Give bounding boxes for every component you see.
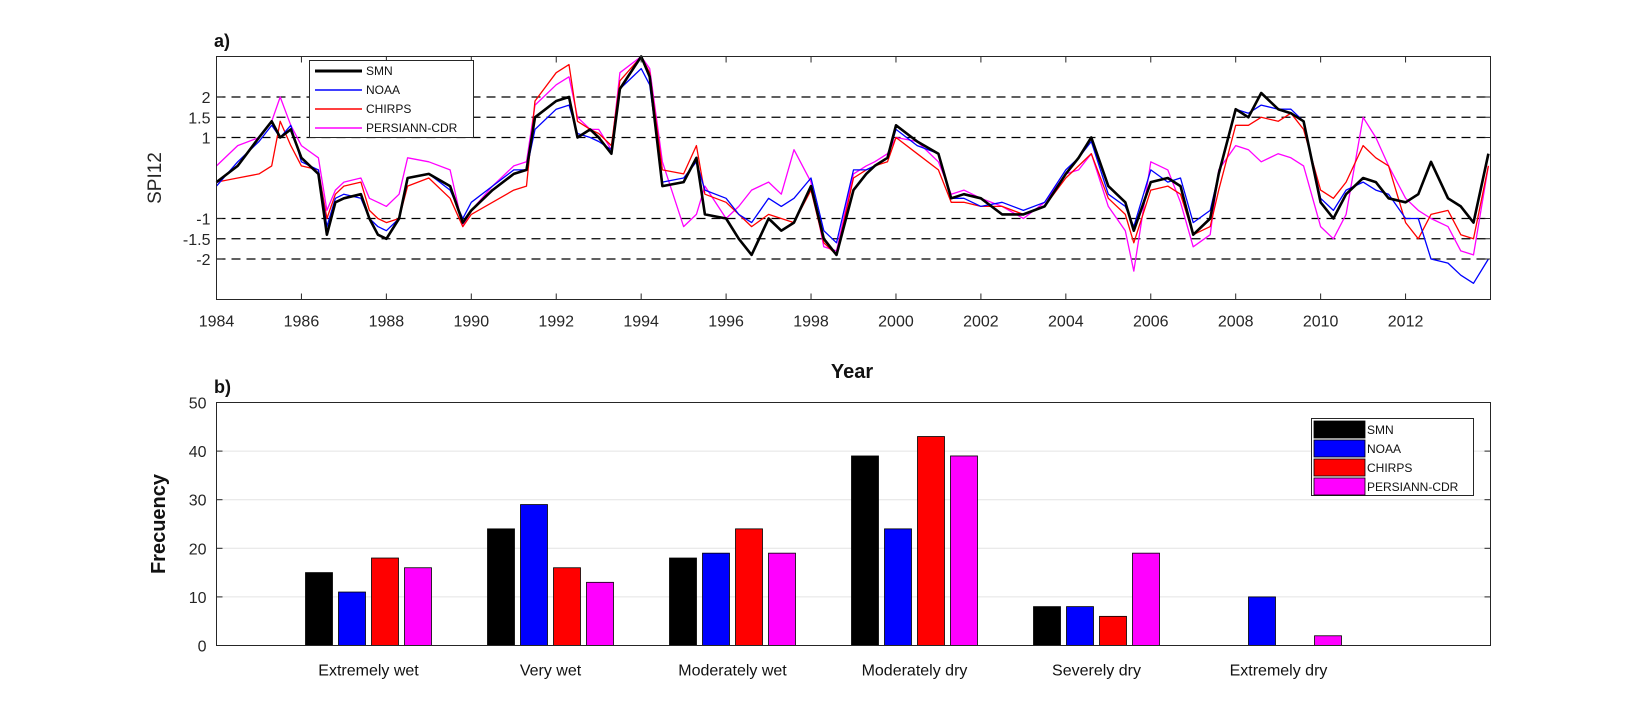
b-y-tick-label-40: 40 bbox=[189, 444, 207, 461]
bar-very-wet-smn bbox=[487, 528, 515, 646]
x-tick-label-1984: 1984 bbox=[199, 314, 235, 331]
legend-b-swatch-chirps bbox=[1313, 458, 1366, 477]
bar-moderately-wet-smn bbox=[669, 557, 697, 646]
x-tick-label-1990: 1990 bbox=[454, 314, 490, 331]
y-tick-label-1-5: 1.5 bbox=[188, 110, 210, 127]
legend-a-label-persiann: PERSIANN-CDR bbox=[366, 121, 458, 135]
bar-moderately-wet-chirps bbox=[735, 528, 763, 646]
panel-b-legend: SMN NOAA CHIRPS PERSIANN-CDR bbox=[1311, 418, 1474, 496]
x-tick-label-2008: 2008 bbox=[1218, 314, 1254, 331]
x-tick-label-2000: 2000 bbox=[878, 314, 914, 331]
legend-b-label-persiann: PERSIANN-CDR bbox=[1367, 480, 1459, 494]
bar-moderately-dry-smn bbox=[851, 455, 879, 646]
panel-a-y-ticks: 2 1.5 1 -1 -1.5 -2 bbox=[183, 90, 1491, 269]
panel-a-x-axis-label: Year bbox=[831, 361, 873, 383]
x-tick-label-2002: 2002 bbox=[963, 314, 999, 331]
bar-severely-dry-noaa bbox=[1066, 606, 1094, 646]
panel-b-category-labels: Extremely wet Very wet Moderately wet Moder… bbox=[318, 663, 1327, 680]
bar-extremely-dry-persiann-cdr bbox=[1314, 635, 1342, 646]
bar-severely-dry-persiann-cdr bbox=[1132, 552, 1160, 646]
bar-moderately-dry-noaa bbox=[884, 528, 912, 646]
bar-extremely-wet-noaa bbox=[338, 591, 366, 646]
x-tick-label-2006: 2006 bbox=[1133, 314, 1169, 331]
legend-a-label-chirps: CHIRPS bbox=[366, 102, 411, 116]
bar-extremely-dry-noaa bbox=[1248, 596, 1276, 646]
x-tick-label-1988: 1988 bbox=[369, 314, 405, 331]
bar-very-wet-noaa bbox=[520, 504, 548, 646]
bar-severely-dry-chirps bbox=[1099, 615, 1127, 646]
x-tick-label-1986: 1986 bbox=[284, 314, 320, 331]
x-tick-label-2010: 2010 bbox=[1303, 314, 1339, 331]
panel-a-legend-box bbox=[309, 60, 474, 138]
panel-b-y-axis-label: Frecuency bbox=[148, 473, 170, 574]
bar-moderately-dry-chirps bbox=[917, 436, 945, 646]
panel-a-x-ticks: 1984 1986 1988 1990 1992 1994 1996 1998 2000 2002… bbox=[199, 56, 1424, 331]
x-tick-label-1994: 1994 bbox=[623, 314, 659, 331]
panel-a-line-chart: a) 1984 1986 1988 1990 1992 1994 1996 1998 2000 2… bbox=[145, 31, 1491, 383]
y-tick-label-2: 2 bbox=[202, 90, 211, 107]
x-tick-label-1998: 1998 bbox=[793, 314, 829, 331]
panel-b-y-ticks: 0 10 20 30 40 50 bbox=[189, 396, 1491, 656]
category-label-extremely-wet: Extremely wet bbox=[318, 663, 419, 680]
bar-very-wet-chirps bbox=[553, 567, 581, 646]
panel-b-label: b) bbox=[214, 377, 231, 397]
category-label-very-wet: Very wet bbox=[520, 663, 582, 680]
y-tick-label-1: -1 bbox=[196, 212, 210, 229]
bar-moderately-wet-noaa bbox=[702, 552, 730, 646]
panel-a-label: a) bbox=[214, 31, 230, 51]
category-label-extremely-dry: Extremely dry bbox=[1230, 663, 1328, 680]
legend-b-swatch-noaa bbox=[1313, 439, 1366, 458]
b-y-tick-label-0: 0 bbox=[198, 639, 207, 656]
panel-b-bar-chart: b) 0 10 20 30 40 50 Extremely wet Very wet Mode… bbox=[148, 377, 1491, 680]
x-tick-label-2004: 2004 bbox=[1048, 314, 1084, 331]
bar-extremely-wet-smn bbox=[305, 572, 333, 646]
b-y-tick-label-20: 20 bbox=[189, 541, 207, 558]
legend-b-label-smn: SMN bbox=[1367, 423, 1394, 437]
panel-b-bars bbox=[305, 436, 1342, 646]
b-y-tick-label-50: 50 bbox=[189, 396, 207, 413]
b-y-tick-label-10: 10 bbox=[189, 590, 207, 607]
x-tick-label-2012: 2012 bbox=[1388, 314, 1424, 331]
bar-extremely-wet-chirps bbox=[371, 557, 399, 646]
category-label-moderately-dry: Moderately dry bbox=[862, 663, 968, 680]
bar-extremely-wet-persiann-cdr bbox=[404, 567, 432, 646]
b-y-tick-label-30: 30 bbox=[189, 493, 207, 510]
bar-very-wet-persiann-cdr bbox=[586, 581, 614, 646]
series-line-persiann-cdr bbox=[216, 55, 1490, 272]
legend-b-label-chirps: CHIRPS bbox=[1367, 461, 1412, 475]
category-label-moderately-wet: Moderately wet bbox=[678, 663, 787, 680]
panel-b-axes-box bbox=[216, 402, 1491, 646]
legend-b-swatch-smn bbox=[1313, 420, 1366, 439]
bar-moderately-wet-persiann-cdr bbox=[768, 552, 796, 646]
y-tick-label-2: -2 bbox=[196, 252, 210, 269]
panel-a-legend: SMN NOAA CHIRPS PERSIANN-CDR bbox=[309, 60, 474, 138]
panel-a-axes-box bbox=[216, 56, 1491, 300]
legend-a-label-noaa: NOAA bbox=[366, 83, 400, 97]
x-tick-label-1996: 1996 bbox=[708, 314, 744, 331]
legend-b-swatch-persiann bbox=[1313, 477, 1366, 496]
y-tick-label-1: 1 bbox=[202, 131, 211, 148]
category-label-severely-dry: Severely dry bbox=[1052, 663, 1141, 680]
panel-a-y-axis-label: SPI12 bbox=[145, 152, 166, 204]
legend-a-label-smn: SMN bbox=[366, 64, 393, 78]
panel-a-series-lines bbox=[215, 55, 1490, 284]
y-tick-label-1-5: -1.5 bbox=[183, 232, 211, 249]
series-line-smn bbox=[215, 55, 1490, 257]
x-tick-label-1992: 1992 bbox=[538, 314, 574, 331]
bar-severely-dry-smn bbox=[1033, 606, 1061, 646]
bar-moderately-dry-persiann-cdr bbox=[950, 455, 978, 646]
legend-b-label-noaa: NOAA bbox=[1367, 442, 1401, 456]
